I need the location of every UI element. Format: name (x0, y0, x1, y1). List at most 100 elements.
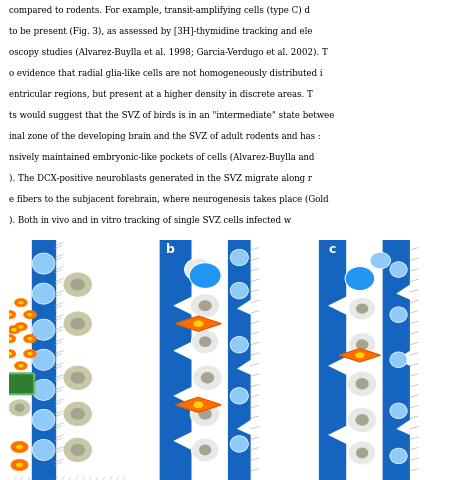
Ellipse shape (18, 364, 24, 368)
Text: entricular regions, but present at a higher density in discrete areas. T: entricular regions, but present at a hig… (9, 90, 313, 99)
Ellipse shape (356, 340, 368, 350)
Text: compared to rodents. For example, transit-amplifying cells (type C) d: compared to rodents. For example, transi… (9, 6, 310, 15)
Polygon shape (228, 240, 251, 480)
Ellipse shape (7, 352, 12, 356)
Ellipse shape (18, 301, 24, 305)
Text: nsively maintained embryonic-like pockets of cells (Alvarez-Buylla and: nsively maintained embryonic-like pocket… (9, 153, 315, 162)
Ellipse shape (32, 349, 55, 371)
Ellipse shape (185, 259, 212, 281)
Ellipse shape (71, 408, 85, 420)
Ellipse shape (63, 311, 92, 337)
Text: o evidence that radial glia-like cells are not homogeneously distributed i: o evidence that radial glia-like cells a… (9, 69, 323, 78)
Polygon shape (160, 240, 191, 480)
Ellipse shape (15, 323, 27, 331)
Text: inal zone of the developing brain and the SVZ of adult rodents and has :: inal zone of the developing brain and th… (9, 132, 321, 141)
Ellipse shape (7, 337, 12, 341)
Ellipse shape (370, 253, 391, 269)
Ellipse shape (193, 402, 203, 408)
Ellipse shape (71, 372, 85, 384)
Text: to be present (Fig. 3), as assessed by [3H]-thymidine tracking and ele: to be present (Fig. 3), as assessed by [… (9, 27, 313, 36)
Ellipse shape (199, 336, 211, 348)
Ellipse shape (3, 350, 16, 358)
Ellipse shape (63, 272, 92, 298)
Ellipse shape (63, 401, 92, 427)
Ellipse shape (63, 437, 92, 463)
Ellipse shape (230, 337, 248, 353)
Ellipse shape (191, 438, 219, 462)
Ellipse shape (191, 330, 219, 354)
Ellipse shape (18, 325, 24, 329)
Ellipse shape (356, 378, 369, 390)
Ellipse shape (24, 350, 36, 358)
Polygon shape (339, 349, 380, 362)
Ellipse shape (27, 313, 33, 317)
Ellipse shape (15, 404, 25, 412)
Ellipse shape (390, 262, 407, 278)
Ellipse shape (8, 326, 20, 334)
Ellipse shape (32, 284, 55, 304)
Ellipse shape (16, 463, 23, 467)
Ellipse shape (71, 279, 85, 291)
Ellipse shape (7, 313, 12, 317)
Ellipse shape (390, 403, 407, 419)
Ellipse shape (199, 444, 211, 456)
Text: ). Both in vivo and in vitro tracking of single SVZ cells infected w: ). Both in vivo and in vitro tracking of… (9, 216, 292, 225)
Ellipse shape (32, 409, 55, 431)
Ellipse shape (356, 304, 368, 314)
Ellipse shape (230, 283, 248, 299)
Ellipse shape (230, 250, 248, 266)
Polygon shape (383, 240, 410, 480)
Ellipse shape (390, 448, 407, 464)
Ellipse shape (8, 399, 31, 417)
Ellipse shape (27, 352, 33, 356)
Ellipse shape (189, 263, 221, 289)
Text: ts would suggest that the SVZ of birds is in an "intermediate" state betwee: ts would suggest that the SVZ of birds i… (9, 111, 335, 120)
Polygon shape (175, 397, 221, 412)
Ellipse shape (63, 365, 92, 391)
Ellipse shape (356, 447, 368, 458)
Ellipse shape (192, 365, 222, 391)
Ellipse shape (390, 352, 407, 368)
Text: b: b (166, 242, 175, 255)
Ellipse shape (24, 335, 36, 343)
Polygon shape (319, 240, 346, 480)
Polygon shape (175, 316, 221, 332)
Ellipse shape (192, 265, 204, 275)
Ellipse shape (71, 444, 85, 456)
Ellipse shape (71, 318, 85, 330)
Ellipse shape (32, 440, 55, 460)
Text: c: c (328, 242, 336, 255)
Ellipse shape (11, 328, 17, 332)
Ellipse shape (347, 407, 377, 433)
Ellipse shape (390, 307, 407, 323)
Ellipse shape (27, 337, 33, 341)
Ellipse shape (15, 362, 27, 370)
Ellipse shape (348, 441, 376, 465)
Ellipse shape (345, 267, 374, 291)
Text: ). The DCX-positive neuroblasts generated in the SVZ migrate along r: ). The DCX-positive neuroblasts generate… (9, 173, 312, 182)
Ellipse shape (230, 436, 248, 452)
Ellipse shape (32, 380, 55, 400)
Ellipse shape (11, 459, 28, 471)
Ellipse shape (356, 352, 365, 359)
Ellipse shape (191, 401, 220, 427)
Ellipse shape (16, 445, 23, 449)
Ellipse shape (11, 441, 28, 453)
Text: oscopy studies (Alvarez-Buylla et al. 1998; Garcia-Verdugo et al. 2002). T: oscopy studies (Alvarez-Buylla et al. 19… (9, 48, 328, 57)
Ellipse shape (356, 414, 369, 426)
Ellipse shape (199, 408, 212, 420)
Ellipse shape (348, 333, 376, 357)
Ellipse shape (191, 294, 220, 318)
Text: a: a (16, 242, 25, 255)
Ellipse shape (32, 253, 55, 275)
Ellipse shape (3, 311, 16, 319)
Ellipse shape (15, 299, 27, 307)
Ellipse shape (3, 335, 16, 343)
Text: e fibers to the subjacent forebrain, where neurogenesis takes place (Gold: e fibers to the subjacent forebrain, whe… (9, 194, 329, 204)
Ellipse shape (32, 320, 55, 340)
Ellipse shape (230, 388, 248, 404)
Ellipse shape (193, 321, 203, 327)
Ellipse shape (347, 371, 377, 397)
Ellipse shape (348, 298, 376, 320)
Ellipse shape (24, 311, 36, 319)
